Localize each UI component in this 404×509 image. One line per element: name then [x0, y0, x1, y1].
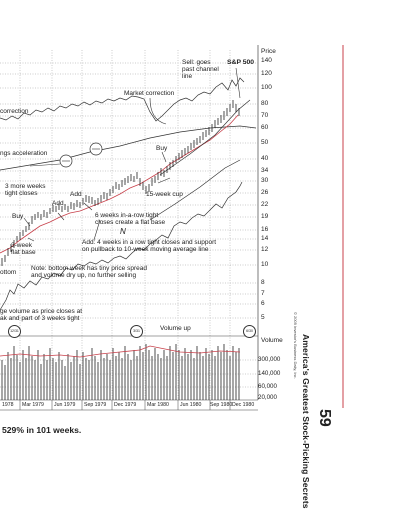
quarter-marker: 3/31 [130, 325, 143, 338]
price-axis-title: Price [261, 48, 276, 55]
date-label: Mar 1980 [147, 402, 169, 408]
market-correction-annotation: Market correction [124, 90, 175, 97]
price-tick: 140 [261, 57, 272, 64]
price-tick: 14 [261, 235, 269, 242]
price-grid [0, 50, 258, 400]
date-label: Sep 1979 [84, 402, 107, 408]
buy-annotation: Buy [156, 145, 168, 152]
date-label: Dec 1979 [114, 402, 137, 408]
flat-base-annotation: 6 weeks in-a-row tight closes create a f… [95, 212, 166, 226]
volume-axis-title: Volume [261, 337, 283, 344]
channel-line [149, 159, 241, 221]
date-label: Sep 1980 [210, 402, 233, 408]
volume-moving-average [0, 345, 241, 358]
moving-average-200 [0, 125, 257, 171]
sell-annotation: Sell: goes past channel line [182, 59, 219, 80]
price-tick: 80 [261, 100, 269, 107]
volume-tick: 20,000 [258, 394, 277, 401]
page-number: 59 [316, 409, 333, 427]
book-page: Price S&P 500 140 120 100 80 70 60 50 40… [0, 45, 344, 509]
fifteen-week-cup-annotation: 15-week cup [146, 191, 183, 198]
price-bars [1, 100, 240, 266]
price-tick: 26 [261, 189, 269, 196]
price-tick: 7 [261, 290, 265, 297]
volume-up-annotation: Volume up [160, 325, 191, 332]
price-tick: 10 [261, 261, 269, 268]
price-tick: 34 [261, 167, 269, 174]
add-annotation: Add [52, 200, 64, 207]
price-tick: 8 [261, 279, 265, 286]
sp500-line [0, 77, 245, 122]
price-tick: 6 [261, 300, 265, 307]
price-tick: 30 [261, 177, 269, 184]
bottom-annotation: ottom [0, 269, 17, 276]
earnings-acceleration-annotation: ngs acceleration [0, 150, 48, 157]
n-annotation: N [120, 227, 126, 236]
price-tick: 70 [261, 112, 269, 119]
sp500-label: S&P 500 [227, 59, 255, 66]
three-weeks-annotation: 3 more weeks tight closes [5, 183, 46, 197]
price-tick: 50 [261, 139, 269, 146]
running-header: America's Greatest Stock-Picking Secrets [301, 334, 311, 509]
price-tick: 60 [261, 124, 269, 131]
price-tick: 16 [261, 226, 269, 233]
price-tick: 120 [261, 70, 272, 77]
copyright-notice: © 2009 Investor's Business Daily, Inc. [293, 312, 298, 379]
price-tick: 100 [261, 84, 272, 91]
volume-note-annotation: ge volume as price closes at ak and part… [0, 308, 83, 322]
price-tick: 22 [261, 201, 269, 208]
add-four-weeks-annotation: Add: 4 weeks in a row tight closes and s… [82, 239, 217, 253]
buy-annotation: Buy [12, 213, 24, 220]
volume-bars [1, 344, 240, 400]
price-tick: 5 [261, 314, 265, 321]
date-label: Jun 1980 [180, 402, 202, 408]
quarter-marker: 12/31 [8, 325, 21, 338]
price-tick: 19 [261, 213, 269, 220]
date-label: Dec 1980 [232, 402, 255, 408]
volume-tick: 60,000 [258, 383, 277, 390]
price-tick: 40 [261, 155, 269, 162]
upper-channel-line [159, 99, 251, 176]
chart-caption: 529% in 101 weeks. [2, 425, 82, 435]
date-label: Mar 1979 [22, 402, 44, 408]
quarter-marker: 6/30 [243, 325, 256, 338]
volume-tick: 300,000 [258, 356, 281, 363]
price-tick: 12 [261, 246, 269, 253]
three-week-base-annotation: 3-week flat base [11, 242, 36, 256]
volume-tick: 140,000 [258, 370, 281, 377]
add-annotation: Add [70, 191, 82, 198]
correction-annotation: correction [0, 108, 29, 115]
date-label: 1978 [2, 402, 14, 408]
relative-strength-line [0, 181, 243, 311]
bottom-note-annotation: Note: bottom week has tiny price spread … [31, 265, 147, 279]
date-label: Jun 1979 [54, 402, 76, 408]
stock-chart [0, 45, 344, 411]
